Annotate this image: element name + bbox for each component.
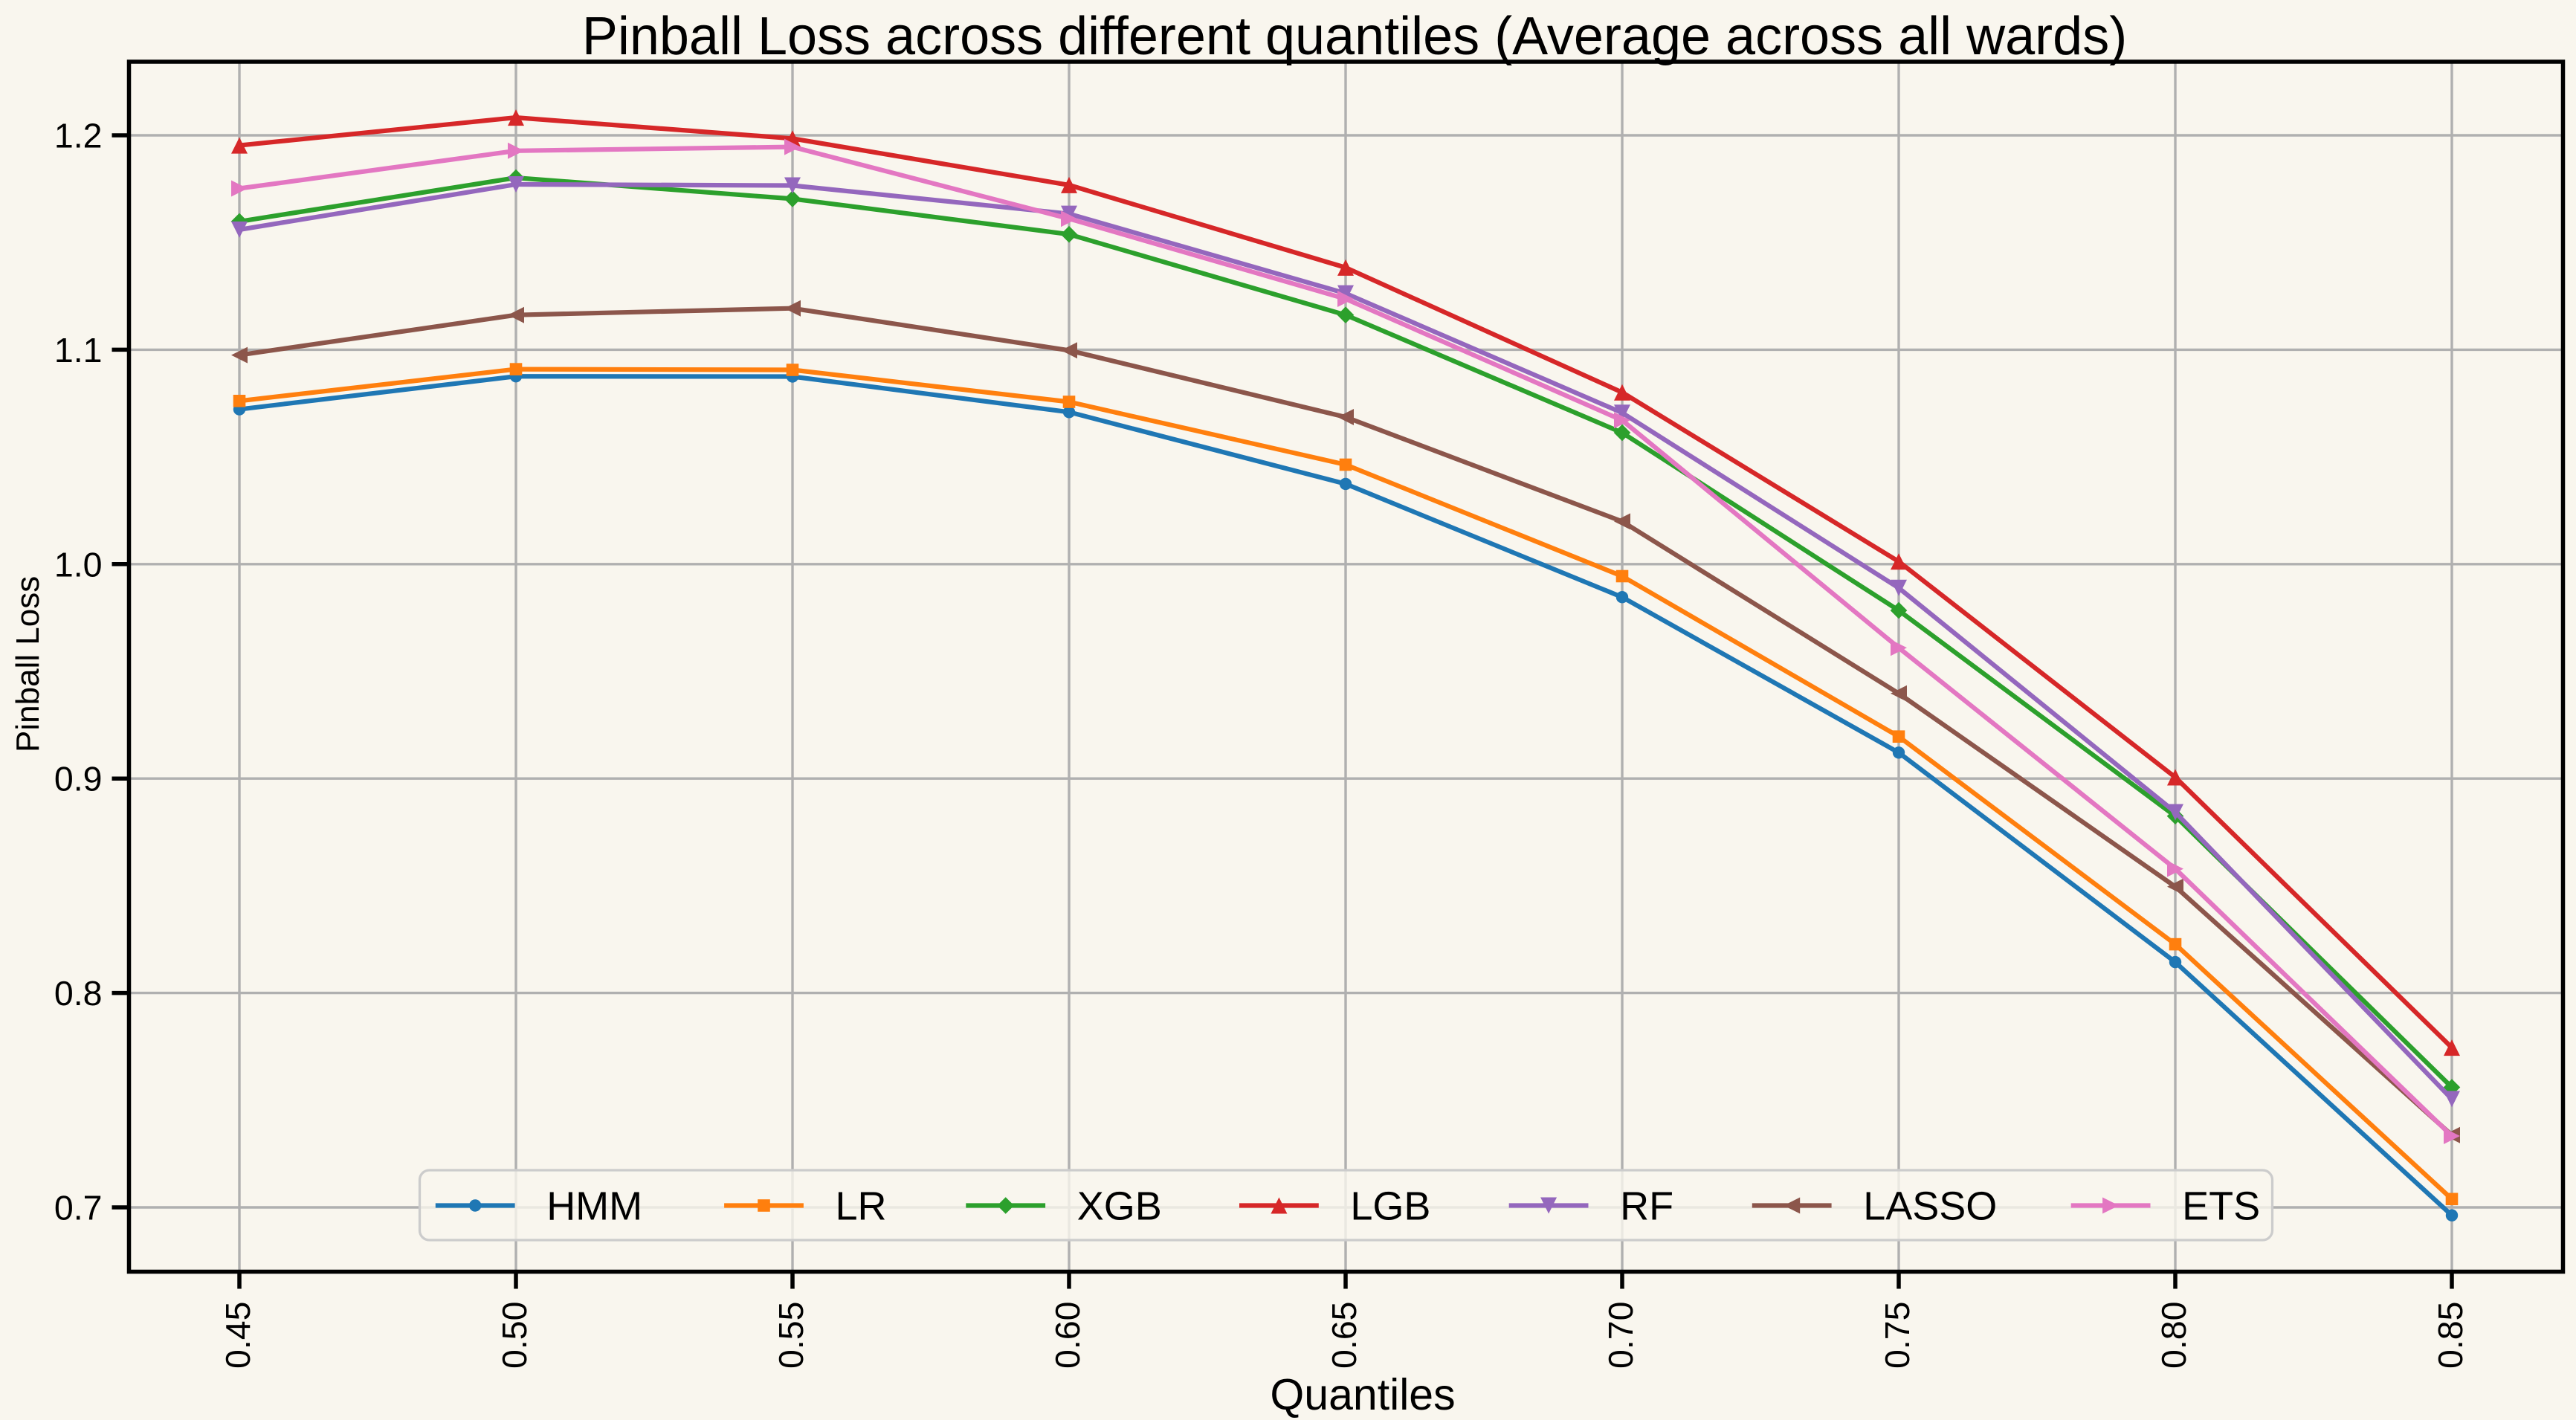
svg-text:Pinball Loss: Pinball Loss: [10, 576, 46, 752]
svg-text:XGB: XGB: [1077, 1184, 1162, 1229]
svg-text:0.8: 0.8: [54, 974, 103, 1013]
svg-text:1.0: 1.0: [54, 545, 103, 584]
svg-text:Pinball Loss across different: Pinball Loss across different quantiles …: [582, 7, 2127, 66]
svg-text:0.65: 0.65: [1325, 1301, 1363, 1369]
svg-text:ETS: ETS: [2182, 1184, 2260, 1229]
svg-text:0.45: 0.45: [219, 1301, 257, 1369]
svg-text:Quantiles: Quantiles: [1270, 1370, 1455, 1419]
svg-text:0.7: 0.7: [54, 1189, 103, 1227]
svg-text:0.85: 0.85: [2431, 1301, 2470, 1369]
svg-text:0.80: 0.80: [2154, 1301, 2193, 1369]
svg-text:0.70: 0.70: [1601, 1301, 1640, 1369]
svg-text:1.2: 1.2: [54, 117, 103, 155]
svg-text:RF: RF: [1620, 1184, 1673, 1229]
svg-text:HMM: HMM: [546, 1184, 642, 1229]
svg-text:0.9: 0.9: [54, 760, 103, 798]
svg-text:0.50: 0.50: [495, 1301, 534, 1369]
svg-text:LR: LR: [836, 1184, 887, 1229]
svg-text:0.75: 0.75: [1878, 1301, 1917, 1369]
svg-text:1.1: 1.1: [54, 331, 103, 369]
svg-text:0.55: 0.55: [772, 1301, 810, 1369]
svg-text:LGB: LGB: [1350, 1184, 1430, 1229]
svg-text:0.60: 0.60: [1048, 1301, 1087, 1369]
svg-text:LASSO: LASSO: [1863, 1184, 1997, 1229]
